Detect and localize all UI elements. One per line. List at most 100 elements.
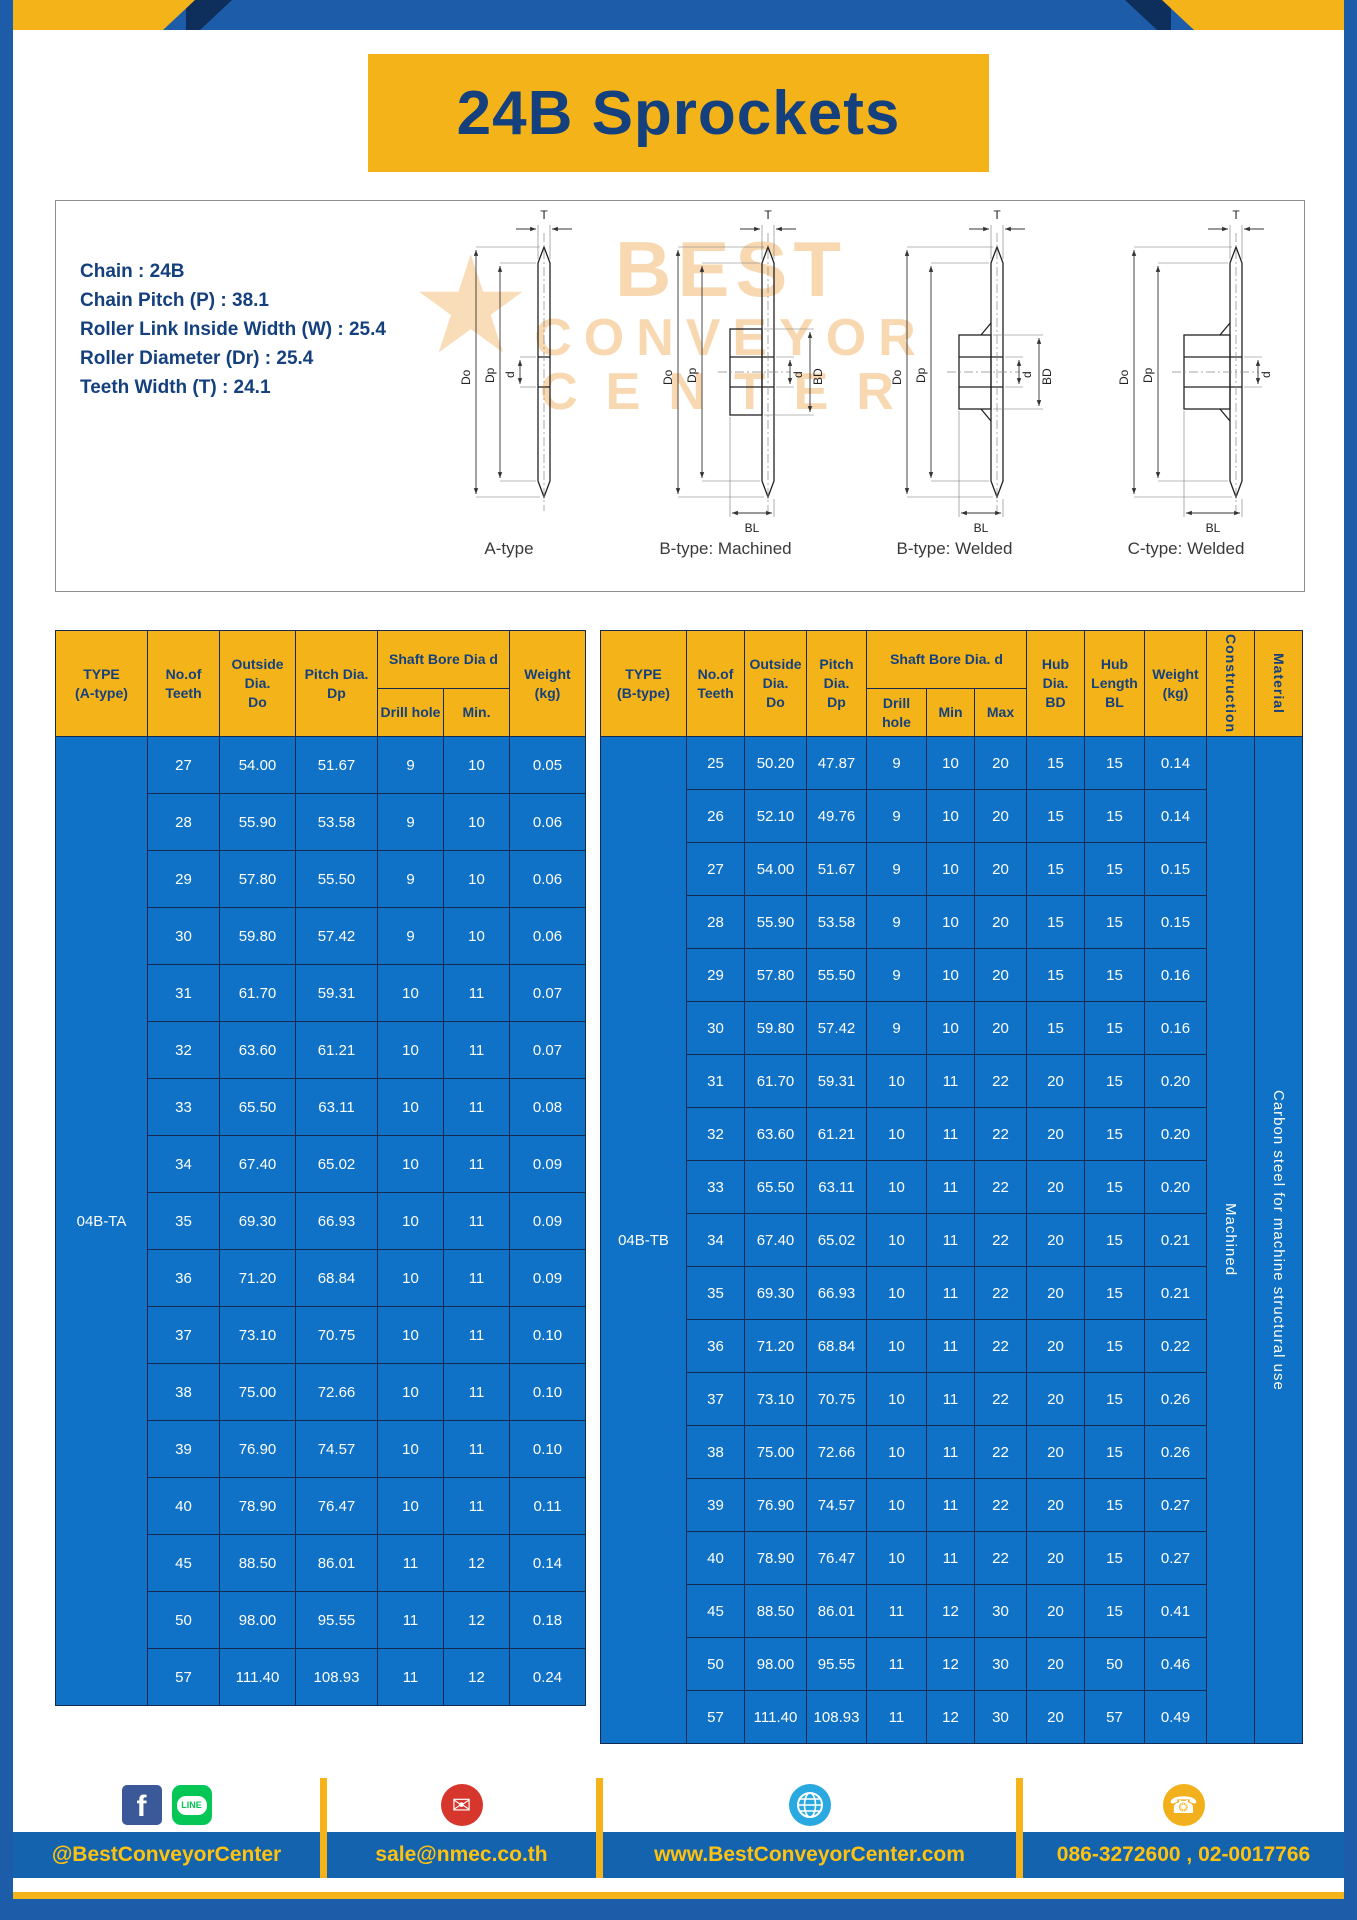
table-a-cell: 57.80 bbox=[219, 850, 296, 908]
table-b-cell: 20 bbox=[974, 948, 1027, 1002]
table-b-row: 40 78.90 76.47 10 11 22 20 15 0.27 bbox=[601, 1531, 1303, 1585]
table-b-row: 45 88.50 86.01 11 12 30 20 15 0.41 bbox=[601, 1584, 1303, 1638]
table-b-cell: 20 bbox=[1026, 1319, 1085, 1373]
table-a-cell: 0.24 bbox=[509, 1648, 586, 1706]
table-b-cell: 10 bbox=[926, 736, 975, 790]
footer-text-strip bbox=[0, 1832, 1357, 1878]
table-a-cell: 0.10 bbox=[509, 1363, 586, 1421]
table-b-cell: 0.16 bbox=[1144, 948, 1207, 1002]
drawing-b-type-machined: T Do Dp d BD BL bbox=[618, 207, 833, 559]
spec-teeth-width: Teeth Width (T) : 24.1 bbox=[80, 377, 271, 398]
table-b-cell: 20 bbox=[974, 1001, 1027, 1055]
table-b-cell: 20 bbox=[1026, 1584, 1085, 1638]
table-b-cell: 22 bbox=[974, 1478, 1027, 1532]
table-b-cell: 75.00 bbox=[744, 1425, 807, 1479]
table-a-cell: 10 bbox=[377, 964, 444, 1022]
table-b-cell: 20 bbox=[1026, 1213, 1085, 1267]
table-b-cell: 15 bbox=[1084, 1160, 1145, 1214]
phone-icon: ☎ bbox=[1162, 1784, 1205, 1826]
table-b-cell: 10 bbox=[866, 1266, 927, 1320]
table-b-cell: 15 bbox=[1084, 1319, 1145, 1373]
table-b-cell: 15 bbox=[1084, 1054, 1145, 1108]
table-a-cell: 67.40 bbox=[219, 1135, 296, 1193]
table-b-cell: 15 bbox=[1026, 789, 1085, 843]
dim-label-dp: Dp bbox=[914, 367, 928, 383]
table-b-cell: 15 bbox=[1026, 736, 1085, 790]
table-b-cell: 0.41 bbox=[1144, 1584, 1207, 1638]
table-b-cell: 57 bbox=[1084, 1690, 1145, 1744]
table-b-row: 39 76.90 74.57 10 11 22 20 15 0.27 bbox=[601, 1478, 1303, 1532]
table-b-cell: 20 bbox=[1026, 1160, 1085, 1214]
table-b-cell: 11 bbox=[866, 1637, 927, 1691]
table-a-cell: 9 bbox=[377, 907, 444, 965]
table-b-cell: 15 bbox=[1084, 1213, 1145, 1267]
b-type-welded-diagram: T Do Dp d BD BL bbox=[890, 208, 1054, 535]
table-a-cell: 10 bbox=[377, 1078, 444, 1136]
table-b-cell: 12 bbox=[926, 1637, 975, 1691]
table-a-cell: 78.90 bbox=[219, 1477, 296, 1535]
table-a-row: 32 63.60 61.21 10 11 0.07 bbox=[56, 1021, 586, 1079]
table-a-cell: 54.00 bbox=[219, 736, 296, 794]
table-a-cell: 10 bbox=[377, 1420, 444, 1478]
table-b-cell: 20 bbox=[1026, 1054, 1085, 1108]
table-b-cell: 68.84 bbox=[806, 1319, 867, 1373]
dim-label-d: d bbox=[503, 371, 517, 378]
table-a-cell: 0.10 bbox=[509, 1420, 586, 1478]
table-a-cell: 71.20 bbox=[219, 1249, 296, 1307]
a-col-teeth: No.of Teeth bbox=[147, 630, 220, 737]
table-b-row: 28 55.90 53.58 9 10 20 15 15 0.15 bbox=[601, 895, 1303, 949]
email-text: sale@nmec.co.th bbox=[375, 1843, 548, 1866]
a-col-type: TYPE (A-type) bbox=[55, 630, 148, 737]
table-b-cell: 20 bbox=[974, 895, 1027, 949]
table-a-cell: 45 bbox=[147, 1534, 220, 1592]
table-a-row: 45 88.50 86.01 11 12 0.14 bbox=[56, 1534, 586, 1592]
table-b-cell: 0.27 bbox=[1144, 1478, 1207, 1532]
dim-label-do: Do bbox=[661, 369, 675, 385]
table-a-cell: 9 bbox=[377, 736, 444, 794]
table-b-cell: 51.67 bbox=[806, 842, 867, 896]
footer-divider bbox=[596, 1778, 603, 1878]
table-b-cell: 15 bbox=[1084, 1584, 1145, 1638]
table-b-cell: 47.87 bbox=[806, 736, 867, 790]
dim-label-t: T bbox=[764, 208, 772, 222]
watermark: ★ BEST CONVEYOR CENTER bbox=[417, 225, 1011, 420]
table-b-cell: 30 bbox=[974, 1584, 1027, 1638]
table-b-cell: 10 bbox=[926, 1001, 975, 1055]
a-type-table: TYPE (A-type) No.of Teeth Outside Dia. D… bbox=[55, 630, 586, 1706]
table-b-cell: 22 bbox=[974, 1266, 1027, 1320]
table-b-cell: 11 bbox=[866, 1690, 927, 1744]
watermark-line1: BEST bbox=[614, 225, 848, 313]
table-b-cell: 9 bbox=[866, 789, 927, 843]
table-b-cell: 10 bbox=[866, 1372, 927, 1426]
table-a-cell: 0.06 bbox=[509, 850, 586, 908]
table-a-cell: 28 bbox=[147, 793, 220, 851]
table-a-cell: 10 bbox=[377, 1363, 444, 1421]
table-b-cell: 61.70 bbox=[744, 1054, 807, 1108]
table-b-cell: 0.20 bbox=[1144, 1054, 1207, 1108]
table-a-cell: 11 bbox=[377, 1591, 444, 1649]
facebook-handle: @BestConveyorCenter bbox=[51, 1843, 282, 1866]
table-b-cell: 53.58 bbox=[806, 895, 867, 949]
table-b-cell: 0.14 bbox=[1144, 736, 1207, 790]
b-col-max: Max bbox=[974, 688, 1027, 737]
table-b-cell: 22 bbox=[974, 1531, 1027, 1585]
table-a-cell: 11 bbox=[443, 1420, 510, 1478]
website-text: www.BestConveyorCenter.com bbox=[654, 1843, 965, 1866]
b-col-hub-length: Hub Length BL bbox=[1084, 630, 1145, 737]
table-b-cell: 86.01 bbox=[806, 1584, 867, 1638]
table-b-cell: 37 bbox=[686, 1372, 745, 1426]
table-a-cell: 69.30 bbox=[219, 1192, 296, 1250]
dim-label-d: d bbox=[791, 371, 805, 378]
footer-icons-strip bbox=[0, 1778, 1357, 1832]
spec-chain: Chain : 24B bbox=[80, 261, 185, 282]
table-a-cell: 10 bbox=[377, 1021, 444, 1079]
dim-label-bl: BL bbox=[974, 521, 989, 535]
table-b-cell: 10 bbox=[926, 895, 975, 949]
table-b-cell: 73.10 bbox=[744, 1372, 807, 1426]
table-b-row: 38 75.00 72.66 10 11 22 20 15 0.26 bbox=[601, 1425, 1303, 1479]
table-b-cell: 88.50 bbox=[744, 1584, 807, 1638]
table-b-cell: 57 bbox=[686, 1690, 745, 1744]
table-b-cell: 40 bbox=[686, 1531, 745, 1585]
drawing-c-type-welded: T Do Dp d BL C-type: Welded bbox=[1076, 207, 1296, 559]
table-b-cell: 39 bbox=[686, 1478, 745, 1532]
